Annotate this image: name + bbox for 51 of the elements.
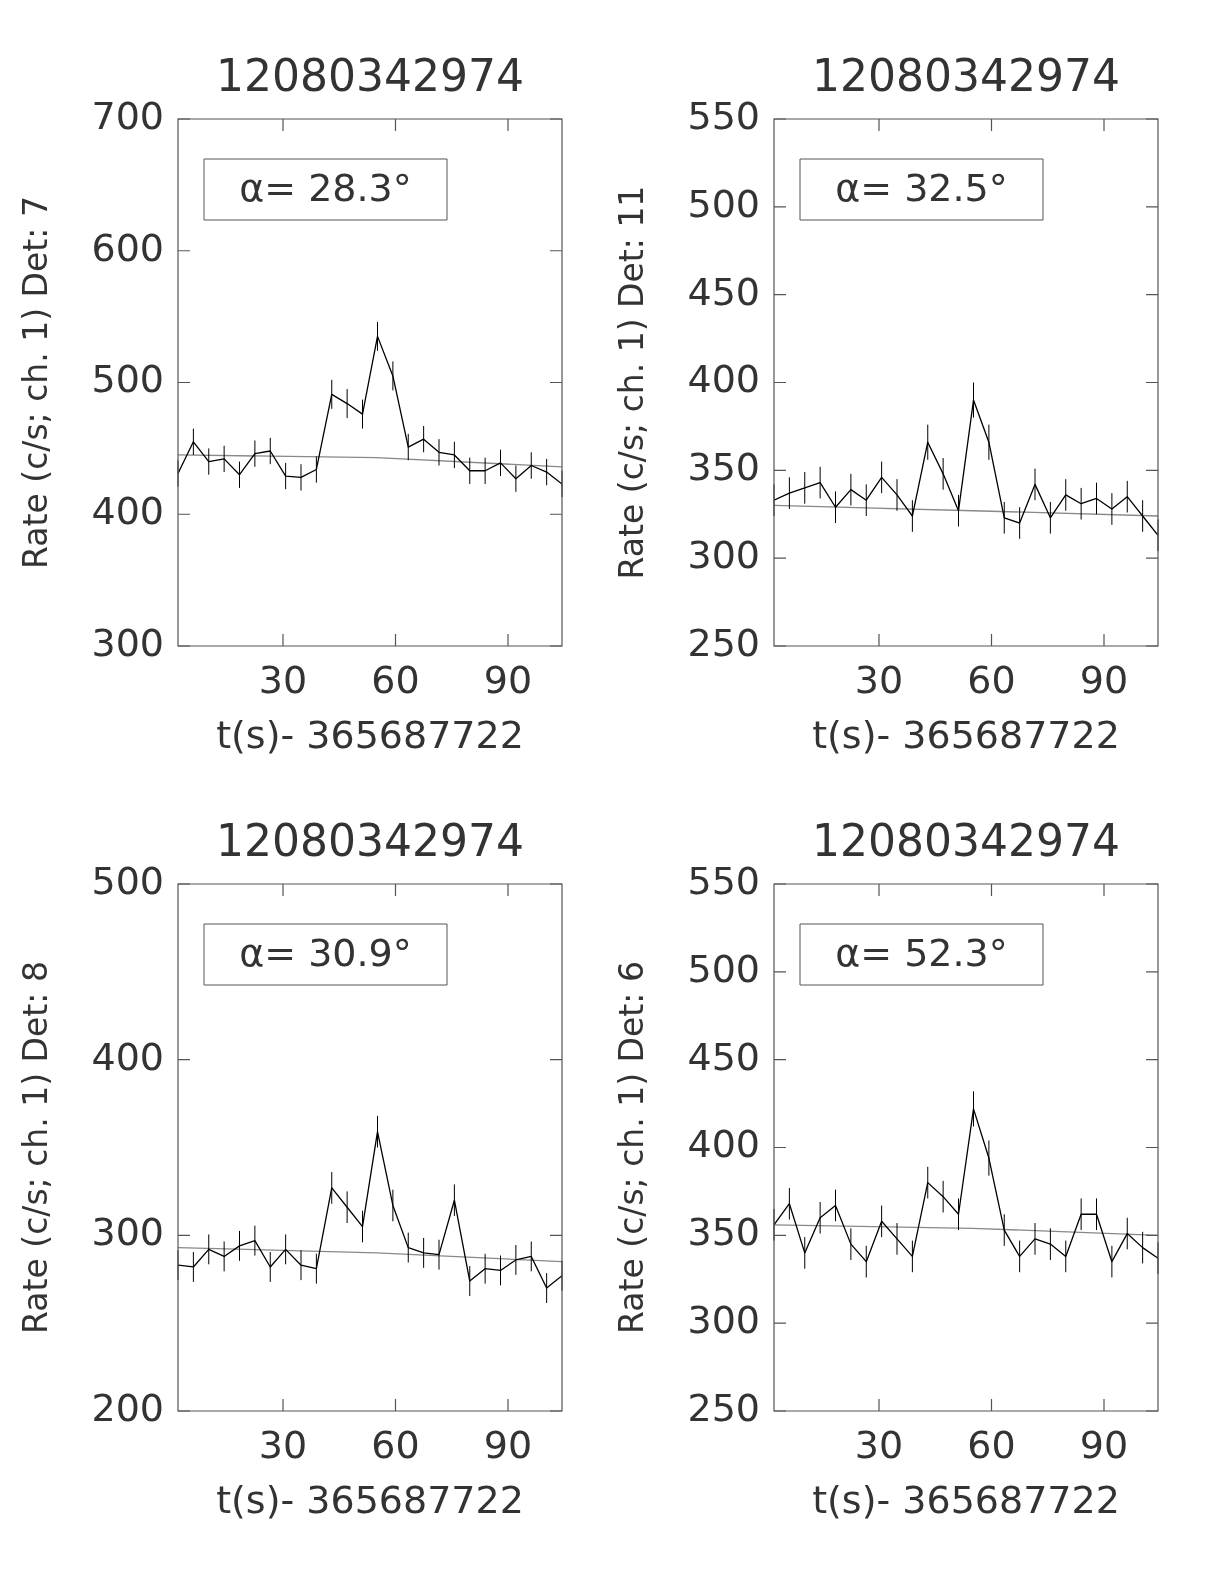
- x-tick-label: 60: [371, 1422, 420, 1467]
- y-tick-label: 200: [91, 1385, 164, 1430]
- y-tick-label: 400: [91, 489, 164, 534]
- x-axis-title: t(s)- 365687722: [216, 712, 524, 757]
- y-tick-label: 350: [687, 1210, 760, 1255]
- y-tick-label: 500: [91, 858, 164, 903]
- y-tick-label: 350: [687, 445, 760, 490]
- chart-title: 12080342974: [216, 50, 524, 102]
- chart-title: 12080342974: [216, 815, 524, 867]
- x-tick-label: 60: [967, 657, 1016, 702]
- x-tick-label: 60: [371, 657, 420, 702]
- x-tick-label: 30: [258, 1422, 308, 1467]
- y-tick-label: 450: [687, 1034, 760, 1079]
- y-tick-label: 400: [687, 1122, 760, 1167]
- x-tick-label: 90: [1079, 657, 1129, 702]
- y-tick-label: 450: [687, 269, 760, 314]
- y-axis-title: Rate (c/s; ch. 1) Det: 11: [611, 185, 651, 580]
- y-tick-label: 250: [687, 620, 760, 665]
- chart-title: 12080342974: [812, 815, 1120, 867]
- x-tick-label: 90: [483, 1422, 533, 1467]
- y-tick-label: 300: [687, 533, 760, 578]
- y-tick-label: 550: [687, 93, 760, 138]
- x-tick-label: 30: [854, 1422, 904, 1467]
- y-axis-title: Rate (c/s; ch. 1) Det: 7: [15, 196, 55, 569]
- x-tick-label: 30: [854, 657, 904, 702]
- y-tick-label: 400: [687, 357, 760, 402]
- x-tick-label: 90: [483, 657, 533, 702]
- x-axis-title: t(s)- 365687722: [812, 712, 1120, 757]
- y-axis-title: Rate (c/s; ch. 1) Det: 6: [611, 961, 651, 1334]
- chart-title: 12080342974: [812, 50, 1120, 102]
- y-tick-label: 500: [91, 357, 164, 402]
- y-tick-label: 300: [687, 1298, 760, 1343]
- annotation: α= 52.3°: [835, 931, 1008, 976]
- y-tick-label: 500: [687, 946, 760, 991]
- x-tick-label: 30: [258, 657, 308, 702]
- y-tick-label: 300: [91, 1210, 164, 1255]
- y-axis-title: Rate (c/s; ch. 1) Det: 8: [15, 961, 55, 1334]
- x-tick-label: 60: [967, 1422, 1016, 1467]
- annotation: α= 30.9°: [239, 931, 412, 976]
- y-tick-label: 300: [91, 620, 164, 665]
- y-tick-label: 600: [91, 225, 164, 270]
- y-tick-label: 500: [687, 181, 760, 226]
- x-tick-label: 90: [1079, 1422, 1129, 1467]
- x-axis-title: t(s)- 365687722: [216, 1477, 524, 1522]
- annotation: α= 32.5°: [835, 166, 1008, 211]
- y-tick-label: 550: [687, 858, 760, 903]
- y-tick-label: 250: [687, 1385, 760, 1430]
- annotation: α= 28.3°: [239, 166, 412, 211]
- x-axis-title: t(s)- 365687722: [812, 1477, 1120, 1522]
- y-tick-label: 700: [91, 93, 164, 138]
- y-tick-label: 400: [91, 1034, 164, 1079]
